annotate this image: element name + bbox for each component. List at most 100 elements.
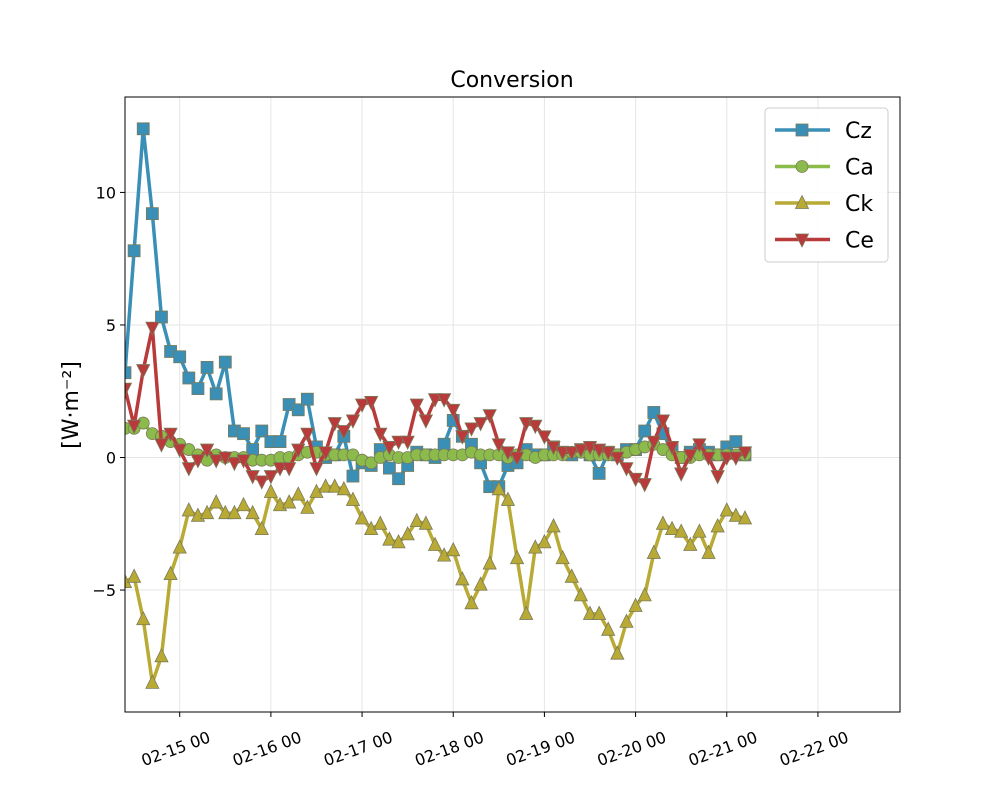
data-point-ce (400, 435, 415, 451)
data-point-cz (145, 207, 159, 221)
data-point-ck (637, 586, 652, 602)
data-point-ce (190, 454, 206, 469)
data-point-ce (227, 456, 242, 472)
data-point-cz (638, 424, 652, 438)
data-point-ck (546, 518, 561, 533)
data-point-ck (281, 494, 297, 509)
data-point-cz (173, 350, 187, 364)
legend-marker (795, 123, 809, 137)
data-point-ce (464, 422, 479, 437)
x-tick-label: 02-15 00 (139, 728, 213, 770)
data-point-ck (199, 504, 215, 520)
data-point-ce (573, 443, 589, 458)
data-point-ce (181, 462, 196, 477)
chart-title: Conversion (450, 68, 573, 93)
data-point-ce (145, 321, 160, 337)
data-point-ce (728, 451, 744, 466)
y-tick-label: 5 (106, 316, 116, 335)
data-point-ce (281, 462, 297, 477)
x-tick-label: 02-20 00 (595, 728, 669, 770)
data-point-ck (354, 510, 370, 525)
data-point-cz (209, 387, 223, 401)
data-point-ck (555, 549, 570, 565)
data-point-ce (436, 393, 452, 408)
x-axis: 02-15 00 02-16 00 02-17 00 02-18 00 02-19 00… (139, 712, 851, 770)
data-point-ck (455, 571, 470, 586)
data-point-ce (309, 462, 324, 477)
data-point-ce (427, 393, 443, 408)
data-point-cz (155, 310, 168, 324)
data-point-ce (491, 438, 506, 453)
data-point-ck (582, 605, 598, 620)
y-tick-label: 10 (96, 183, 116, 202)
data-point-ck (591, 605, 607, 620)
data-point-ce (254, 475, 269, 490)
data-point-ck (263, 483, 279, 498)
data-point-ck (646, 544, 661, 559)
data-point-ce (664, 441, 680, 456)
data-point-ce (163, 427, 178, 443)
data-point-ck (537, 533, 552, 549)
data-point-ck (145, 674, 160, 689)
data-point-ce (327, 417, 342, 432)
data-point-ce (655, 414, 671, 429)
data-point-ce (509, 451, 525, 466)
legend-marker (794, 194, 810, 209)
data-point-cz (300, 392, 314, 406)
data-point-ce (719, 451, 734, 466)
data-point-ck (683, 536, 698, 551)
data-point-ck (619, 613, 634, 628)
data-point-ce (446, 403, 461, 419)
data-point-ck (172, 539, 187, 554)
data-point-ce (154, 438, 169, 453)
x-tick-label: 02-22 00 (777, 728, 851, 770)
data-point-ce (710, 470, 725, 485)
legend-item-ca: Ca (775, 156, 874, 181)
data-point-cz (255, 424, 269, 438)
legend-marker (795, 160, 809, 173)
data-point-ck (245, 504, 260, 520)
data-point-ck (482, 555, 497, 570)
data-point-ce (646, 435, 661, 451)
data-point-ce (418, 414, 434, 429)
data-point-ck (163, 565, 178, 581)
data-point-ck (336, 480, 351, 496)
data-point-ce (272, 462, 288, 477)
data-point-cz (218, 355, 232, 369)
data-point-ck (692, 523, 707, 538)
data-point-cz (346, 469, 360, 483)
data-point-ck (391, 533, 406, 549)
data-point-ck (491, 480, 506, 496)
y-tick-label: 0 (106, 449, 116, 468)
x-tick-label: 02-16 00 (230, 728, 304, 770)
data-point-ck (446, 541, 461, 557)
data-point-ce (610, 451, 625, 466)
data-point-ce (455, 430, 470, 445)
legend-box (764, 107, 889, 263)
data-point-ck (154, 647, 169, 663)
data-point-cz (392, 472, 405, 486)
data-point-ck (318, 478, 333, 493)
data-point-ck (500, 491, 516, 506)
data-point-cz (237, 427, 250, 441)
y-axis: −5 0 5 10 (92, 183, 125, 600)
data-point-cz (127, 244, 141, 258)
data-point-ce (537, 430, 552, 445)
data-point-ck (373, 515, 388, 530)
legend-item-ce: Ce (775, 229, 874, 254)
data-point-ce (683, 448, 698, 464)
x-tick-label: 02-18 00 (412, 728, 486, 770)
data-point-ce (345, 414, 361, 429)
series-line-ck (125, 484, 746, 685)
legend-item-ck: Ck (775, 192, 873, 217)
legend-item-cz: Cz (775, 119, 872, 144)
data-point-ck (400, 525, 415, 541)
data-point-ce (692, 438, 707, 453)
legend: Cz Ca Ck Ce (764, 107, 889, 263)
series-ce (125, 321, 753, 493)
data-point-ck (573, 586, 589, 602)
data-point-ce (409, 398, 424, 413)
data-point-ck (427, 536, 443, 551)
data-point-cz (125, 366, 132, 380)
